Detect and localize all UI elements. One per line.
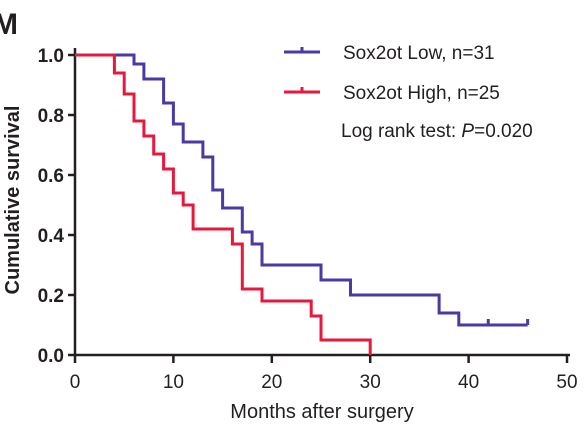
y-axis-label: Cumulative survival [2, 106, 24, 295]
legend-label-high: Sox2ot High, n=25 [343, 83, 500, 104]
legend-item-high: Sox2ot High, n=25 [284, 83, 500, 104]
y-tick-label: 0.0 [38, 346, 64, 367]
y-tick-label: 1.0 [38, 46, 64, 67]
annotation-p: P [461, 121, 474, 142]
y-tick-label: 0.4 [38, 226, 65, 247]
series-group [75, 53, 530, 355]
legend-item-low: Sox2ot Low, n=31 [284, 43, 495, 64]
x-tick-label: 30 [360, 372, 381, 393]
y-tick-label: 0.2 [38, 286, 64, 307]
survival-curve-high [75, 53, 372, 355]
log-rank-annotation: Log rank test: P=0.020 [341, 121, 533, 142]
x-tick-label: 50 [556, 372, 577, 393]
panel-letter: M [0, 8, 18, 41]
annotation-suffix: =0.020 [474, 121, 533, 142]
annotation-prefix: Log rank test: [341, 121, 461, 142]
y-ticks: 0.0 0.2 0.4 0.6 0.8 1.0 [38, 46, 75, 367]
x-tick-label: 0 [70, 372, 81, 393]
y-tick-label: 0.8 [38, 106, 64, 127]
y-tick-label: 0.6 [38, 166, 64, 187]
x-ticks: 0 10 20 30 40 50 [70, 355, 578, 393]
legend-label-low: Sox2ot Low, n=31 [343, 43, 495, 64]
x-tick-label: 40 [458, 372, 479, 393]
x-axis-label: Months after surgery [230, 401, 413, 423]
axes [73, 48, 570, 357]
legend: Sox2ot Low, n=31 Sox2ot High, n=25 Log r… [284, 43, 533, 142]
survival-curve-low [75, 53, 528, 327]
x-tick-label: 20 [261, 372, 282, 393]
x-tick-label: 10 [163, 372, 184, 393]
